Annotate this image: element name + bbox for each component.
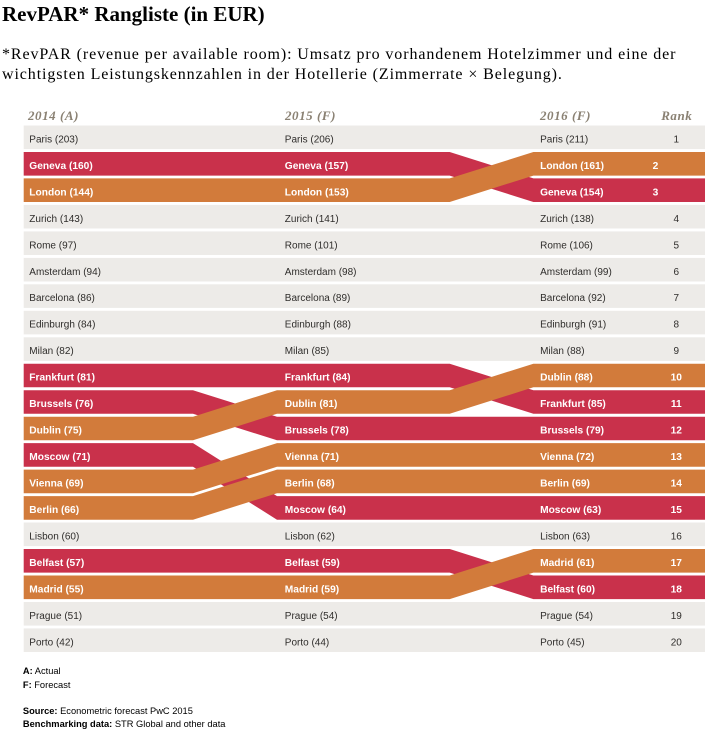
svg-text:Edinburgh (91): Edinburgh (91) — [540, 320, 606, 331]
svg-text:20: 20 — [671, 637, 683, 648]
svg-text:Rome (101): Rome (101) — [285, 240, 338, 251]
svg-text:Belfast (60): Belfast (60) — [540, 584, 595, 595]
svg-text:Dublin (88): Dublin (88) — [540, 373, 593, 384]
svg-text:Geneva (157): Geneva (157) — [285, 161, 348, 172]
svg-text:Paris (206): Paris (206) — [285, 134, 334, 145]
svg-text:Berlin (66): Berlin (66) — [29, 505, 79, 516]
svg-text:Moscow (64): Moscow (64) — [285, 505, 346, 516]
svg-text:Dublin (81): Dublin (81) — [285, 399, 338, 410]
svg-text:Porto (42): Porto (42) — [29, 637, 73, 648]
svg-text:Brussels (76): Brussels (76) — [29, 399, 93, 410]
svg-text:1: 1 — [674, 134, 680, 145]
svg-text:Vienna (71): Vienna (71) — [285, 452, 339, 463]
svg-text:11: 11 — [671, 399, 682, 410]
svg-text:7: 7 — [674, 293, 680, 304]
svg-text:Berlin (68): Berlin (68) — [285, 479, 335, 490]
svg-text:Barcelona (86): Barcelona (86) — [29, 293, 95, 304]
svg-text:Vienna (69): Vienna (69) — [29, 479, 83, 490]
svg-text:Madrid (61): Madrid (61) — [540, 558, 594, 569]
svg-text:8: 8 — [674, 320, 680, 331]
svg-text:4: 4 — [674, 214, 680, 225]
svg-text:Prague (51): Prague (51) — [29, 611, 82, 622]
svg-text:London (144): London (144) — [29, 187, 93, 198]
svg-text:Paris (211): Paris (211) — [540, 134, 588, 145]
svg-text:Lisbon (62): Lisbon (62) — [285, 531, 335, 542]
svg-text:Rome (106): Rome (106) — [540, 240, 593, 251]
svg-text:Vienna (72): Vienna (72) — [540, 452, 594, 463]
svg-text:Geneva (160): Geneva (160) — [29, 161, 92, 172]
svg-text:Prague (54): Prague (54) — [285, 611, 338, 622]
svg-text:12: 12 — [671, 426, 683, 437]
svg-text:Lisbon (63): Lisbon (63) — [540, 531, 590, 542]
svg-text:3: 3 — [653, 187, 659, 198]
svg-text:Porto (44): Porto (44) — [285, 637, 329, 648]
svg-text:15: 15 — [671, 505, 683, 516]
svg-text:9: 9 — [674, 346, 680, 357]
svg-text:Zurich (138): Zurich (138) — [540, 214, 594, 225]
svg-text:Madrid (55): Madrid (55) — [29, 584, 83, 595]
svg-text:16: 16 — [671, 531, 683, 542]
svg-text:14: 14 — [671, 479, 683, 490]
svg-text:Frankfurt (85): Frankfurt (85) — [540, 399, 606, 410]
svg-text:Madrid (59): Madrid (59) — [285, 584, 339, 595]
svg-text:17: 17 — [671, 558, 683, 569]
svg-text:Rome (97): Rome (97) — [29, 240, 76, 251]
svg-text:Edinburgh (84): Edinburgh (84) — [29, 320, 95, 331]
svg-text:London (161): London (161) — [540, 161, 604, 172]
svg-text:Brussels (78): Brussels (78) — [285, 426, 349, 437]
svg-text:5: 5 — [674, 240, 680, 251]
svg-text:6: 6 — [674, 267, 680, 278]
svg-text:Berlin (69): Berlin (69) — [540, 479, 590, 490]
svg-text:Frankfurt (81): Frankfurt (81) — [29, 373, 95, 384]
svg-text:Amsterdam (99): Amsterdam (99) — [540, 267, 612, 278]
svg-text:Geneva (154): Geneva (154) — [540, 187, 603, 198]
svg-text:Milan (82): Milan (82) — [29, 346, 73, 357]
svg-text:Paris (203): Paris (203) — [29, 134, 78, 145]
svg-text:18: 18 — [671, 584, 683, 595]
svg-text:Belfast (57): Belfast (57) — [29, 558, 84, 569]
svg-text:Zurich (143): Zurich (143) — [29, 214, 83, 225]
svg-text:Porto (45): Porto (45) — [540, 637, 584, 648]
svg-text:Amsterdam (98): Amsterdam (98) — [285, 267, 357, 278]
svg-text:Moscow (71): Moscow (71) — [29, 452, 90, 463]
svg-text:2: 2 — [653, 161, 659, 172]
svg-text:19: 19 — [671, 611, 683, 622]
svg-text:London (153): London (153) — [285, 187, 349, 198]
svg-text:Zurich (141): Zurich (141) — [285, 214, 339, 225]
svg-text:Barcelona (92): Barcelona (92) — [540, 293, 606, 304]
svg-text:Prague (54): Prague (54) — [540, 611, 593, 622]
svg-text:Barcelona (89): Barcelona (89) — [285, 293, 351, 304]
svg-text:Edinburgh (88): Edinburgh (88) — [285, 320, 351, 331]
svg-text:Lisbon (60): Lisbon (60) — [29, 531, 79, 542]
svg-text:Brussels (79): Brussels (79) — [540, 426, 604, 437]
svg-text:10: 10 — [671, 373, 683, 384]
svg-text:13: 13 — [671, 452, 683, 463]
svg-text:Dublin (75): Dublin (75) — [29, 426, 82, 437]
svg-text:Milan (88): Milan (88) — [540, 346, 584, 357]
svg-text:Belfast (59): Belfast (59) — [285, 558, 340, 569]
svg-text:Moscow (63): Moscow (63) — [540, 505, 601, 516]
svg-text:Amsterdam (94): Amsterdam (94) — [29, 267, 101, 278]
svg-text:Milan (85): Milan (85) — [285, 346, 329, 357]
svg-text:Frankfurt (84): Frankfurt (84) — [285, 373, 351, 384]
